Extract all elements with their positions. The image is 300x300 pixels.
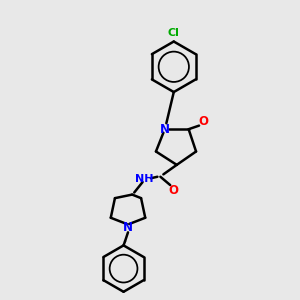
Text: N: N [123,221,133,234]
Text: O: O [169,184,179,197]
Text: Cl: Cl [168,28,180,38]
Text: NH: NH [135,174,153,184]
Text: O: O [199,115,208,128]
Text: N: N [160,123,170,136]
